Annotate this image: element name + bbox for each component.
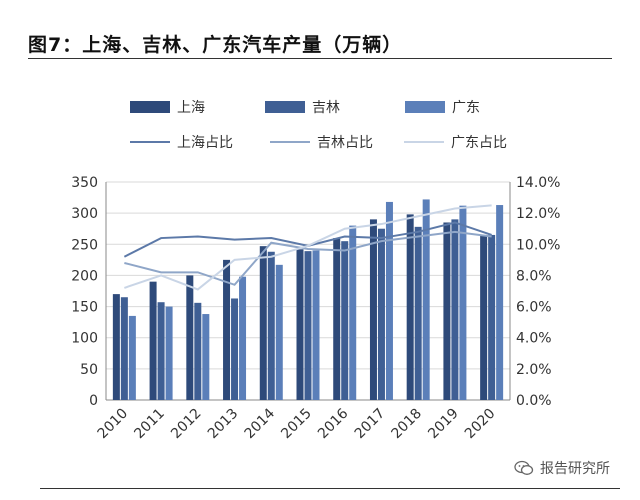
bar-吉林 [341, 241, 349, 400]
x-axis-tick-label: 2013 [205, 406, 242, 443]
legend-label: 广东占比 [451, 135, 507, 151]
bar-上海 [186, 275, 194, 400]
bar-吉林 [157, 302, 165, 400]
legend-label: 上海 [177, 100, 205, 116]
legend-label: 吉林占比 [317, 135, 373, 151]
x-axis-tick-label: 2015 [278, 406, 315, 443]
bar-广东 [459, 205, 467, 400]
x-axis-tick-label: 2020 [462, 406, 499, 443]
bar-广东 [202, 314, 210, 400]
right-axis-tick-label: 12.0% [516, 206, 560, 222]
left-axis-tick-label: 200 [71, 268, 98, 284]
bar-上海 [259, 246, 267, 400]
bar-上海 [443, 222, 451, 400]
bar-上海 [406, 214, 414, 400]
bar-上海 [369, 219, 377, 400]
x-axis-tick-label: 2012 [168, 406, 205, 443]
x-axis-tick-label: 2019 [425, 406, 462, 443]
bottom-divider [40, 488, 620, 489]
bar-吉林 [194, 302, 202, 400]
bar-上海 [333, 238, 341, 400]
watermark-text: 报告研究所 [540, 461, 610, 477]
chart-title: 图7：上海、吉林、广东汽车产量（万辆） [28, 34, 403, 56]
title-divider [28, 58, 612, 59]
bar-吉林 [414, 226, 422, 400]
bar-上海 [296, 249, 304, 400]
legend-swatch-广东 [405, 101, 445, 113]
line-广东占比 [124, 204, 492, 291]
bar-广东 [385, 201, 393, 400]
bar-吉林 [377, 228, 385, 400]
bar-广东 [165, 306, 173, 400]
x-axis-tick-label: 2010 [95, 406, 132, 443]
left-axis-tick-label: 0 [89, 393, 98, 409]
bar-广东 [239, 276, 247, 400]
right-axis-tick-label: 8.0% [516, 268, 552, 284]
line-吉林占比 [124, 230, 492, 286]
x-axis-tick-label: 2011 [131, 406, 168, 443]
bar-上海 [149, 281, 157, 400]
bar-上海 [480, 234, 488, 400]
left-axis-tick-label: 300 [71, 206, 98, 222]
right-axis-tick-label: 14.0% [516, 175, 560, 191]
x-axis-tick-label: 2017 [352, 406, 389, 443]
bar-吉林 [231, 298, 239, 400]
x-axis-tick-label: 2016 [315, 405, 352, 442]
legend-label: 吉林 [312, 100, 340, 116]
bar-广东 [422, 199, 430, 400]
left-axis-tick-label: 250 [71, 237, 98, 253]
bar-上海 [223, 259, 231, 400]
bar-广东 [275, 264, 283, 400]
bar-吉林 [488, 234, 496, 400]
right-axis-tick-label: 2.0% [516, 362, 552, 378]
left-axis-tick-label: 150 [71, 300, 98, 316]
legend-label: 上海占比 [177, 135, 233, 151]
left-axis-tick-label: 50 [80, 362, 98, 378]
left-axis-tick-label: 350 [71, 175, 98, 191]
bar-广东 [128, 315, 136, 400]
wechat-icon [514, 460, 534, 475]
x-axis-tick-label: 2018 [388, 406, 425, 443]
bar-广东 [496, 205, 504, 400]
bar-吉林 [451, 219, 459, 400]
bar-吉林 [120, 297, 128, 400]
legend-swatch-吉林 [265, 101, 305, 113]
x-axis-tick-label: 2014 [242, 405, 279, 442]
right-axis-tick-label: 0.0% [516, 393, 552, 409]
bar-吉林 [304, 251, 312, 400]
right-axis-tick-label: 4.0% [516, 331, 552, 347]
bar-吉林 [267, 251, 275, 400]
left-axis-tick-label: 100 [71, 331, 98, 347]
right-axis-tick-label: 6.0% [516, 300, 552, 316]
right-axis-tick-label: 10.0% [516, 237, 560, 253]
bar-上海 [112, 294, 120, 400]
legend-label: 广东 [452, 100, 480, 116]
legend-swatch-上海 [130, 101, 170, 113]
bar-广东 [312, 250, 320, 400]
bar-广东 [349, 225, 357, 400]
watermark: 报告研究所 [514, 458, 610, 478]
